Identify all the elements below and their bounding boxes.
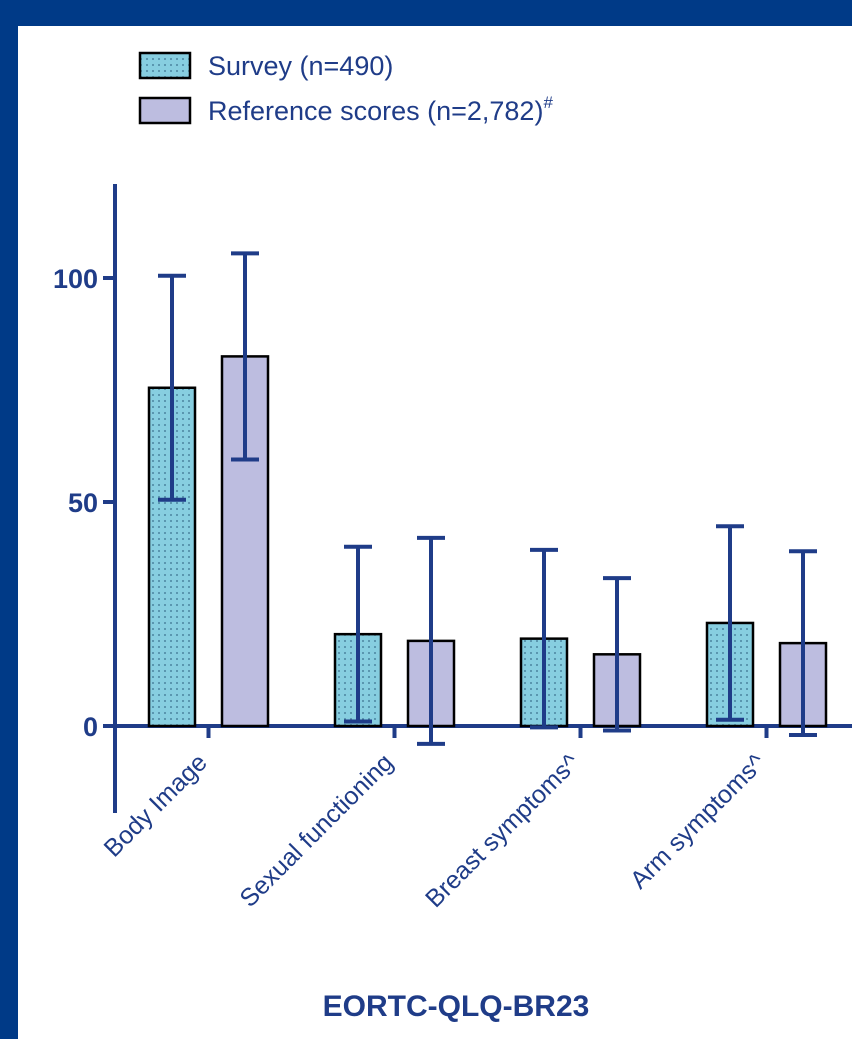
y-tick-label: 100 (53, 264, 98, 294)
axis-labels: Body Image Sexual functioning Breast sympt… (99, 748, 771, 1023)
bars (147, 355, 828, 728)
category-label: Arm symptoms^ (625, 748, 771, 894)
legend-swatch (138, 96, 192, 125)
x-axis-title: EORTC-QLQ-BR23 (323, 990, 590, 1023)
category-label: Sexual functioning (234, 748, 398, 912)
category-label: Breast symptoms^ (420, 748, 585, 913)
y-tick-label: 50 (68, 488, 98, 518)
legend-label: Reference scores (n=2,782)# (208, 93, 553, 126)
bar-chart: Survey (n=490) Reference scores (n=2,782)… (53, 51, 852, 1023)
error-bars (158, 251, 817, 746)
chart-panel: Survey (n=490) Reference scores (n=2,782)… (18, 26, 852, 1039)
y-tick-label: 0 (83, 712, 98, 742)
legend-label: Survey (n=490) (208, 51, 393, 81)
legend-swatch (138, 51, 192, 80)
legend: Survey (n=490) Reference scores (n=2,782)… (138, 51, 553, 126)
